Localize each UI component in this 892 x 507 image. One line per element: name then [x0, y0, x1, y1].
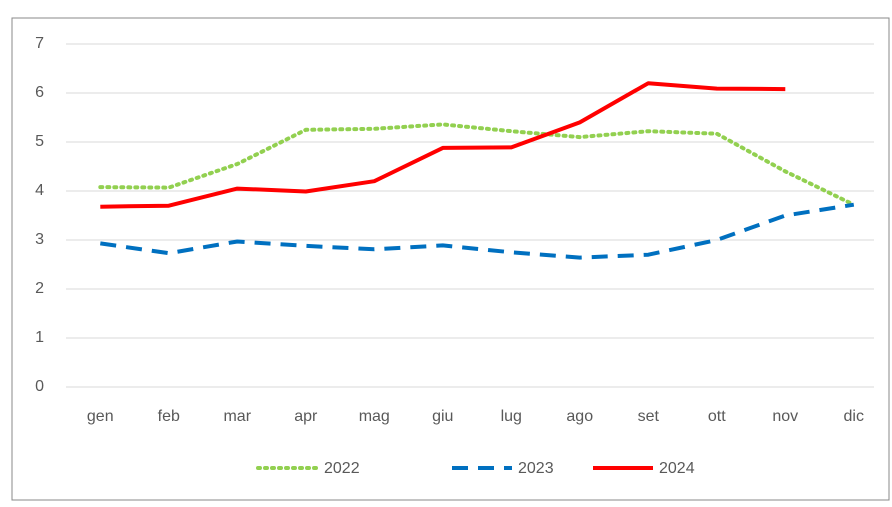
x-tick-label: ott	[708, 408, 726, 425]
x-tick-label: nov	[772, 408, 798, 425]
y-tick-label: 4	[35, 182, 44, 199]
x-tick-label: ago	[566, 408, 593, 425]
x-tick-label: feb	[158, 408, 180, 425]
legend-label: 2022	[324, 460, 360, 477]
series-line	[98, 122, 856, 207]
y-tick-label: 3	[35, 231, 44, 248]
legend-label: 2023	[518, 460, 554, 477]
y-tick-label: 1	[35, 329, 44, 346]
x-tick-label: set	[638, 408, 660, 425]
x-tick-label: mar	[223, 408, 251, 425]
y-tick-label: 0	[35, 378, 44, 395]
chart-border	[11, 17, 890, 501]
y-tick-label: 2	[35, 280, 44, 297]
legend-label: 2024	[659, 460, 695, 477]
x-tick-label: gen	[87, 408, 114, 425]
series-line	[100, 202, 855, 260]
y-tick-label: 5	[35, 133, 44, 150]
x-tick-label: dic	[844, 408, 864, 425]
y-tick-label: 7	[35, 35, 44, 52]
x-tick-label: lug	[501, 408, 522, 425]
y-tick-label: 6	[35, 84, 44, 101]
series-line	[100, 81, 786, 209]
x-tick-label: mag	[359, 408, 390, 425]
x-tick-label: apr	[294, 408, 318, 425]
x-tick-label: giu	[432, 408, 453, 425]
